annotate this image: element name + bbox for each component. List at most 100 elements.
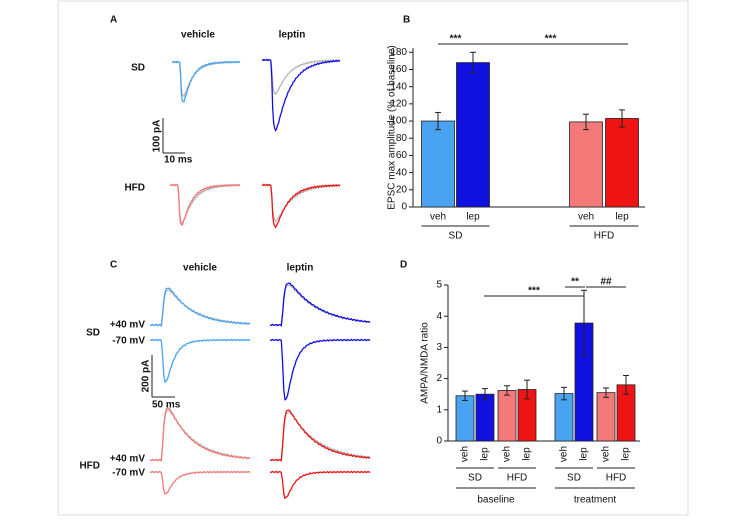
supergroup-label: baseline: [477, 495, 515, 506]
scale-label: 200 pA: [141, 360, 152, 393]
trace: [149, 407, 251, 462]
y-tick-label: 80: [396, 133, 408, 144]
potential-label: -70 mV: [112, 336, 145, 347]
trace: [149, 470, 251, 496]
bar: [605, 118, 639, 208]
error-bar: [603, 387, 609, 398]
scale-label: 100 pA: [152, 120, 163, 153]
error-bar: [482, 388, 488, 401]
error-bar: [504, 385, 510, 396]
y-tick-label: 160: [390, 64, 407, 75]
x-tick-label: veh: [460, 446, 471, 462]
trace: [269, 411, 371, 462]
significance-label: ##: [600, 277, 612, 288]
x-tick-label: lep: [480, 447, 491, 461]
x-tick-label: veh: [601, 446, 612, 462]
row-label: SD: [131, 63, 145, 74]
supergroup-label: treatment: [574, 495, 616, 506]
x-tick-label: lep: [522, 447, 533, 461]
trace: [269, 282, 371, 327]
y-tick-label: 5: [436, 280, 442, 291]
x-tick-label: lep: [621, 447, 632, 461]
significance-label: **: [571, 277, 579, 288]
scale-label: 10 ms: [164, 155, 193, 166]
group-label: HFD: [594, 231, 615, 242]
group-label: HFD: [606, 473, 627, 484]
y-tick-label: 4: [436, 311, 442, 322]
error-bar: [561, 386, 567, 401]
error-bar: [470, 51, 476, 74]
bar: [596, 392, 616, 442]
y-axis-label: AMPA/NMDA ratio: [420, 322, 431, 404]
traces: [149, 58, 371, 500]
x-tick-label: lep: [579, 447, 590, 461]
trace: [261, 58, 341, 132]
x-tick-label: veh: [578, 212, 594, 223]
y-tick-label: 3: [436, 342, 442, 353]
bar: [554, 393, 574, 442]
error-bar: [435, 111, 441, 131]
significance-label: ***: [450, 34, 462, 45]
error-bar: [623, 374, 629, 395]
significance-label: ***: [545, 34, 557, 45]
scale-label: 50 ms: [152, 400, 181, 411]
column-label: leptin: [287, 263, 314, 274]
column-label: leptin: [279, 30, 306, 41]
y-tick-label: 0: [436, 436, 442, 447]
column-label: vehicle: [183, 263, 217, 274]
bar: [497, 390, 517, 442]
error-bar: [581, 289, 587, 357]
potential-label: -70 mV: [112, 468, 145, 479]
error-bar: [583, 113, 589, 131]
error-bar: [619, 109, 625, 128]
group-label: SD: [567, 473, 581, 484]
trace: [261, 58, 341, 96]
y-tick-label: 2: [436, 373, 442, 384]
x-tick-label: veh: [559, 446, 570, 462]
trace: [149, 287, 251, 327]
panel-letter: C: [110, 260, 117, 271]
y-tick-label: 60: [396, 150, 408, 161]
bar: [569, 121, 603, 208]
y-tick-label: 120: [390, 99, 407, 110]
row-label: HFD: [79, 461, 100, 472]
frame: [57, 0, 689, 516]
x-tick-label: veh: [430, 212, 446, 223]
row-label: HFD: [124, 183, 145, 194]
panel-letter: D: [400, 260, 407, 271]
trace: [261, 183, 341, 229]
x-tick-label: lep: [615, 212, 629, 223]
trace: [269, 409, 371, 462]
panel-letter: A: [110, 15, 117, 26]
group-label: SD: [449, 231, 463, 242]
significance-label: ***: [528, 286, 540, 297]
group-label: HFD: [507, 473, 528, 484]
y-tick-label: 0: [401, 202, 407, 213]
trace: [269, 470, 371, 500]
bar: [421, 120, 455, 208]
panel-letter: B: [403, 15, 410, 26]
y-tick-label: 100: [390, 116, 407, 127]
trace: [169, 183, 241, 226]
bar: [455, 395, 475, 442]
potential-label: +40 mV: [110, 320, 146, 331]
trace: [171, 60, 241, 103]
potential-label: +40 mV: [110, 454, 146, 465]
bar: [456, 62, 490, 208]
y-axis-label: EPSC max amplitude (% of baseline): [387, 45, 398, 210]
row-label: SD: [86, 328, 100, 339]
trace: [269, 338, 371, 401]
trace: [149, 338, 251, 384]
error-bar: [462, 390, 468, 401]
group-label: SD: [468, 473, 482, 484]
error-bar: [524, 379, 530, 400]
bar: [475, 393, 495, 442]
y-tick-label: 1: [436, 404, 442, 415]
panel-a: A vehicle leptin SD HFD 100 pA 10 ms: [110, 15, 305, 194]
y-tick-label: 20: [396, 184, 408, 195]
panel-c: C vehicle leptin SD HFD +40 mV -70 mV +4…: [79, 260, 313, 479]
column-label: vehicle: [181, 30, 215, 41]
y-tick-label: 180: [390, 47, 407, 58]
x-tick-label: veh: [502, 446, 513, 462]
